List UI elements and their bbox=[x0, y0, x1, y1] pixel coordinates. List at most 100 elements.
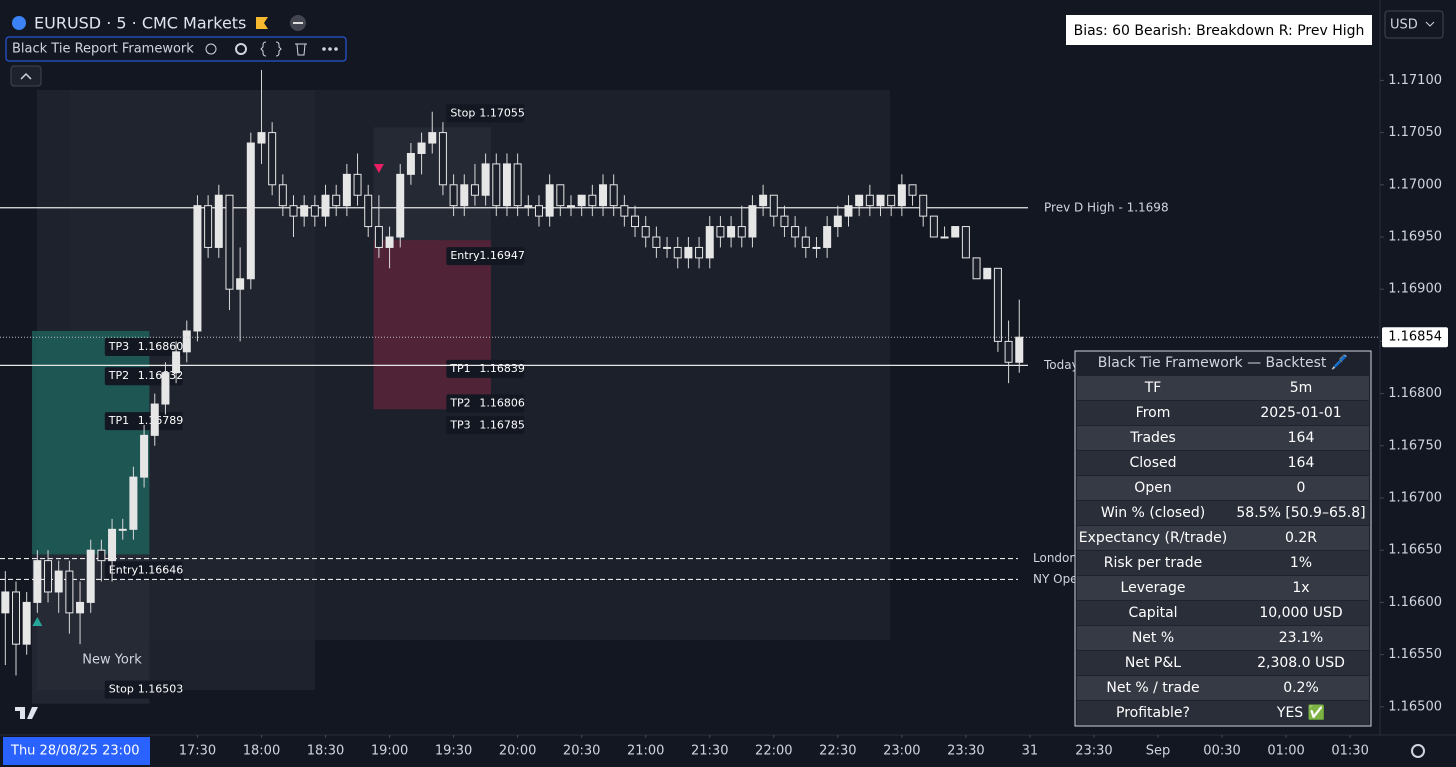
candle-body bbox=[737, 226, 746, 238]
candle-body bbox=[204, 205, 213, 248]
level-name: Entry bbox=[450, 249, 480, 262]
candle-body bbox=[1, 591, 10, 614]
indicator-name[interactable]: Black Tie Report Framework bbox=[12, 42, 194, 57]
row-key: Profitable? bbox=[1116, 705, 1190, 721]
candle-body bbox=[460, 184, 469, 207]
flag[interactable] bbox=[256, 17, 268, 29]
x-tick-label: 22:30 bbox=[819, 744, 856, 759]
row-key: Open bbox=[1134, 480, 1171, 496]
symbol[interactable]: EURUSD · 5 · CMC Markets bbox=[34, 14, 246, 33]
level-value: 1.16806 bbox=[479, 396, 525, 409]
candle-body bbox=[289, 205, 298, 217]
x-tick-label: 17:30 bbox=[179, 744, 216, 759]
table-row bbox=[1077, 426, 1369, 450]
level-value: 1.17055 bbox=[479, 106, 525, 119]
x-tick-label: 20:00 bbox=[499, 744, 536, 759]
candle-body bbox=[438, 132, 447, 186]
candle-body bbox=[663, 246, 672, 249]
row-value: 164 bbox=[1288, 430, 1315, 446]
more-icon[interactable] bbox=[322, 47, 338, 51]
last-price-box bbox=[1382, 327, 1448, 348]
x-tick-label: 21:30 bbox=[691, 744, 728, 759]
candle-body bbox=[364, 194, 373, 228]
candle-body bbox=[374, 226, 383, 248]
x-tick-label: 23:30 bbox=[1075, 744, 1112, 759]
candle-body bbox=[823, 226, 832, 248]
level-label-box bbox=[104, 337, 183, 356]
collapse-button[interactable] bbox=[10, 65, 42, 87]
candle-body bbox=[118, 528, 127, 531]
level-name: Entry bbox=[109, 563, 139, 576]
candle-body bbox=[108, 528, 117, 562]
x-tick-label: 01:00 bbox=[1267, 744, 1304, 759]
y-tick-label: 1.17000 bbox=[1388, 177, 1442, 192]
candle-body bbox=[748, 205, 757, 238]
table-row bbox=[1077, 676, 1369, 700]
candle-body bbox=[1004, 340, 1013, 363]
y-tick-label: 1.16900 bbox=[1388, 282, 1442, 297]
candle-body bbox=[791, 226, 800, 238]
row-key: Closed bbox=[1129, 455, 1176, 471]
candle-body bbox=[33, 560, 42, 603]
table-row bbox=[1077, 451, 1369, 475]
source-icon[interactable] bbox=[260, 41, 282, 57]
tv-logo[interactable] bbox=[15, 707, 38, 719]
indicator-box[interactable] bbox=[5, 36, 347, 62]
candle-body bbox=[833, 215, 842, 228]
candle-body bbox=[865, 194, 874, 207]
cursor-time: Thu 28/08/25 23:00 bbox=[10, 744, 140, 759]
level-name: TP2 bbox=[108, 369, 129, 382]
candle-body bbox=[470, 184, 479, 196]
candle-body bbox=[406, 152, 415, 175]
level-label-box bbox=[446, 416, 525, 435]
level-value: 1.16947 bbox=[479, 249, 525, 262]
candle-body bbox=[236, 278, 245, 290]
level-label-box bbox=[104, 412, 183, 431]
settings-icon[interactable] bbox=[235, 43, 247, 55]
backtest-table: Black Tie Framework — Backtest 🖊️ TF 5m Fro… bbox=[1074, 350, 1372, 727]
buy-signal bbox=[32, 617, 43, 626]
candle-body bbox=[129, 476, 138, 530]
candle-body bbox=[545, 184, 554, 217]
candle-body bbox=[780, 215, 789, 228]
currency-select[interactable] bbox=[1384, 10, 1444, 39]
x-tick-label: 01:30 bbox=[1331, 744, 1368, 759]
session-label: New York bbox=[82, 653, 142, 668]
candle-body bbox=[310, 205, 319, 217]
row-value: 0 bbox=[1297, 480, 1306, 496]
bias-box bbox=[1066, 15, 1372, 45]
candle-body bbox=[577, 194, 586, 207]
row-key: TF bbox=[1144, 380, 1162, 396]
table-row bbox=[1077, 576, 1369, 600]
table-title: Black Tie Framework — Backtest 🖊️ bbox=[1098, 354, 1349, 371]
row-value: 1% bbox=[1290, 555, 1312, 571]
candle-body bbox=[929, 215, 938, 238]
candle-body bbox=[705, 226, 714, 259]
candle-body bbox=[54, 570, 63, 593]
y-tick-label: 1.16600 bbox=[1388, 595, 1442, 610]
symbol-icon[interactable] bbox=[12, 16, 26, 30]
settings-icon[interactable] bbox=[1411, 744, 1425, 758]
candle-body bbox=[65, 570, 74, 614]
eye-icon[interactable] bbox=[205, 43, 217, 55]
x-tick-label: 21:00 bbox=[627, 744, 664, 759]
x-tick-label: 31 bbox=[1022, 744, 1039, 759]
level-value: 1.16503 bbox=[138, 683, 184, 696]
row-value: 10,000 USD bbox=[1259, 605, 1342, 621]
candle-body bbox=[481, 163, 490, 196]
candle-body bbox=[801, 236, 810, 248]
row-value: 0.2% bbox=[1283, 680, 1319, 696]
candle-body bbox=[993, 267, 1002, 342]
level-label-box bbox=[104, 561, 183, 580]
candle-body bbox=[22, 601, 31, 645]
delete-icon[interactable] bbox=[295, 43, 307, 56]
level-name: TP1 bbox=[108, 414, 129, 427]
candle-body bbox=[214, 194, 223, 248]
row-value: 5m bbox=[1290, 380, 1313, 396]
candle-body bbox=[140, 434, 149, 478]
candle-body bbox=[908, 184, 917, 196]
level-label: Prev D High - 1.1698 bbox=[1044, 200, 1169, 214]
row-key: Capital bbox=[1128, 605, 1177, 621]
currency[interactable]: USD bbox=[1390, 18, 1418, 33]
candle-body bbox=[12, 591, 21, 645]
